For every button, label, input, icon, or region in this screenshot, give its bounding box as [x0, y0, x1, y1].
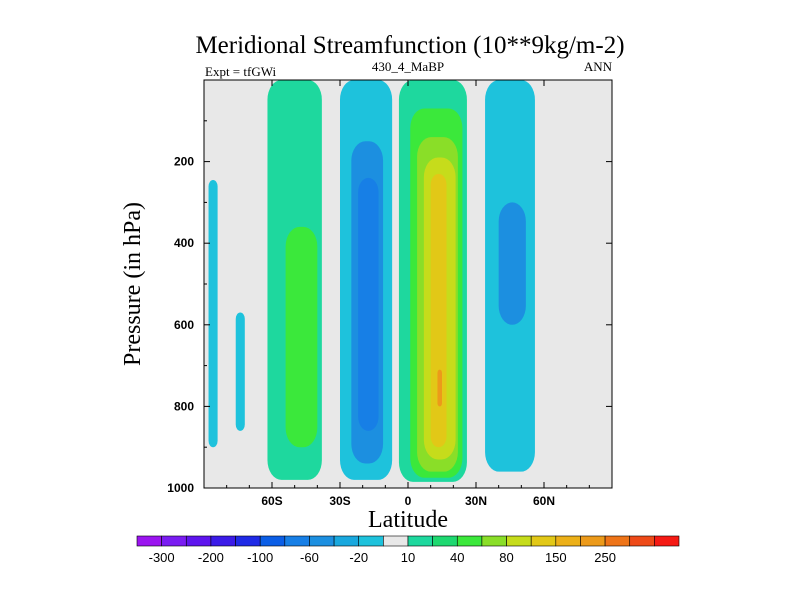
y-tick-label: 200 — [174, 155, 194, 169]
colorbar-label: 80 — [499, 550, 513, 565]
colorbar-label: -100 — [247, 550, 273, 565]
x-tick-label: 30N — [465, 494, 487, 508]
y-tick-label: 600 — [174, 318, 194, 332]
colorbar-labels: -300 -200 -100 -60 -20 10 40 80 150 250 — [149, 550, 616, 565]
y-tick-label: 1000 — [167, 481, 194, 495]
x-axis-label: Latitude — [368, 507, 448, 533]
season-label: ANN — [584, 59, 613, 74]
colorbar-box — [259, 535, 286, 547]
time-slice-label: 430_4_MaBP — [372, 59, 444, 74]
x-tick-label: 60S — [261, 494, 282, 508]
colorbar-label: -20 — [349, 550, 368, 565]
colorbar-box — [432, 535, 458, 547]
colorbar-box — [161, 535, 187, 547]
colorbar-label: 150 — [545, 550, 567, 565]
contour-sh-polar-cell-inner — [235, 312, 245, 431]
colorbar-box — [629, 535, 655, 547]
colorbar-box — [456, 535, 483, 547]
colorbar-box — [333, 535, 360, 547]
colorbar-box — [555, 535, 581, 547]
colorbar-box — [284, 535, 310, 547]
colorbar-box — [407, 535, 433, 547]
colorbar-box — [309, 535, 335, 547]
colorbar-box — [580, 535, 606, 547]
contour-fills — [208, 80, 535, 482]
colorbar-box — [530, 535, 557, 547]
y-axis: 200 400 600 800 1000 — [167, 120, 612, 495]
y-tick-label: 800 — [174, 399, 194, 413]
chart-title: Meridional Streamfunction (10**9kg/m-2) — [195, 32, 624, 59]
y-axis-label: Pressure (in hPa) — [120, 202, 146, 366]
contour-sh-polar-cell-outer — [208, 179, 218, 448]
colorbar-box — [383, 535, 409, 547]
x-tick-label: 0 — [405, 494, 412, 508]
x-tick-label: 60N — [533, 494, 555, 508]
colorbar-box — [136, 535, 162, 547]
contour-sh-hadley-core — [358, 177, 379, 431]
colorbar-box — [506, 535, 532, 547]
y-tick-label: 400 — [174, 236, 194, 250]
colorbar-box — [481, 535, 507, 547]
experiment-label: Expt = tfGWi — [205, 64, 276, 79]
colorbar-box — [235, 535, 261, 547]
contour-nh-ferrel-core — [498, 202, 526, 325]
colorbar-box — [604, 535, 631, 547]
x-axis: 60S 30S 0 30N 60N — [226, 80, 590, 508]
colorbar-label: -300 — [149, 550, 175, 565]
contour-nh-hadley-max — [437, 369, 442, 407]
colorbar-label: 10 — [401, 550, 415, 565]
contour-sh-ferrel-core — [285, 226, 318, 448]
colorbar-box — [654, 535, 680, 547]
colorbar-label: 40 — [450, 550, 464, 565]
contour-nh-hadley-core — [430, 173, 447, 448]
colorbar-box — [358, 535, 384, 547]
colorbar-label: 250 — [594, 550, 616, 565]
colorbar-box — [210, 535, 236, 547]
colorbar-label: -200 — [198, 550, 224, 565]
colorbar-box — [185, 535, 212, 547]
colorbar — [136, 535, 680, 547]
x-tick-label: 30S — [329, 494, 350, 508]
colorbar-label: -60 — [300, 550, 319, 565]
